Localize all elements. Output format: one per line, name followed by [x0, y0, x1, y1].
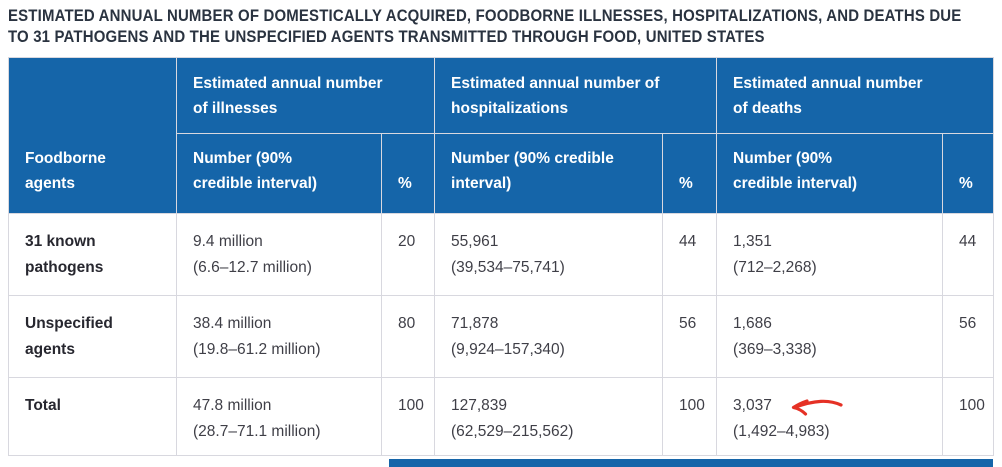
deaths-percent-cell: 56 — [942, 295, 995, 378]
agent-label: Total — [8, 377, 177, 456]
subheader-hospitalizations-percent: % — [662, 133, 718, 214]
subheader-hospitalizations-number: Number (90% credible interval) — [434, 133, 664, 214]
group-header-deaths: Estimated annual number of deaths — [716, 57, 995, 134]
illnesses-percent-cell: 20 — [380, 213, 436, 296]
value-interval: (19.8–61.2 million) — [193, 341, 321, 358]
deaths-percent-cell: 44 — [942, 213, 995, 296]
hospitalizations-number-cell: 55,961 (39,534–75,741) — [434, 213, 664, 296]
foodborne-illness-table: Foodborne agents Estimated annual number… — [8, 57, 995, 456]
value-number: 9.4 million — [193, 233, 263, 250]
value-interval: (369–3,338) — [733, 341, 817, 358]
agent-label: Unspecified agents — [8, 295, 177, 378]
illnesses-number-cell: 47.8 million (28.7–71.1 million) — [176, 377, 382, 456]
deaths-number-cell: 1,686 (369–3,338) — [716, 295, 944, 378]
value-number: 47.8 million — [193, 397, 272, 414]
deaths-number-cell: 3,037 (1,492–4,983) — [716, 377, 944, 456]
value-interval: (712–2,268) — [733, 259, 817, 276]
value-interval: (6.6–12.7 million) — [193, 259, 312, 276]
subheader-deaths-number: Number (90% credible interval) — [716, 133, 944, 214]
deaths-percent-cell: 100 — [942, 377, 995, 456]
value-number: 1,686 — [733, 315, 772, 332]
table-row-total: Total 47.8 million (28.7–71.1 million) 1… — [8, 377, 995, 456]
table-row-known-pathogens: 31 known pathogens 9.4 million (6.6–12.7… — [8, 213, 995, 296]
value-number: 38.4 million — [193, 315, 272, 332]
illnesses-percent-cell: 80 — [380, 295, 436, 378]
hospitalizations-percent-cell: 100 — [662, 377, 718, 456]
subheader-illnesses-percent: % — [380, 133, 436, 214]
subheader-deaths-percent: % — [942, 133, 995, 214]
table-header: Foodborne agents Estimated annual number… — [8, 57, 995, 214]
value-number: 55,961 — [451, 233, 499, 250]
value-interval: (28.7–71.1 million) — [193, 423, 321, 440]
value-interval: (62,529–215,562) — [451, 423, 574, 440]
table-row-unspecified-agents: Unspecified agents 38.4 million (19.8–61… — [8, 295, 995, 378]
partial-next-table-header-bar — [389, 459, 993, 467]
hospitalizations-number-cell: 71,878 (9,924–157,340) — [434, 295, 664, 378]
column-header-foodborne-agents: Foodborne agents — [8, 57, 177, 214]
red-arrow-annotation-icon — [791, 399, 843, 416]
page-title: ESTIMATED ANNUAL NUMBER OF DOMESTICALLY … — [8, 6, 962, 46]
value-interval: (1,492–4,983) — [733, 423, 830, 440]
illnesses-number-cell: 38.4 million (19.8–61.2 million) — [176, 295, 382, 378]
hospitalizations-number-cell: 127,839 (62,529–215,562) — [434, 377, 664, 456]
value-number: 1,351 — [733, 233, 772, 250]
agent-label: 31 known pathogens — [8, 213, 177, 296]
value-interval: (9,924–157,340) — [451, 341, 565, 358]
illnesses-number-cell: 9.4 million (6.6–12.7 million) — [176, 213, 382, 296]
group-header-illnesses: Estimated annual number of illnesses — [175, 57, 436, 134]
deaths-number-cell: 1,351 (712–2,268) — [716, 213, 944, 296]
value-number: 71,878 — [451, 315, 499, 332]
value-number: 3,037 — [733, 397, 772, 414]
value-number: 127,839 — [451, 397, 508, 414]
hospitalizations-percent-cell: 44 — [662, 213, 718, 296]
value-interval: (39,534–75,741) — [451, 259, 565, 276]
hospitalizations-percent-cell: 56 — [662, 295, 718, 378]
subheader-illnesses-number: Number (90% credible interval) — [176, 133, 382, 214]
illnesses-percent-cell: 100 — [380, 377, 436, 456]
group-header-hospitalizations: Estimated annual number of hospitalizati… — [434, 57, 718, 134]
